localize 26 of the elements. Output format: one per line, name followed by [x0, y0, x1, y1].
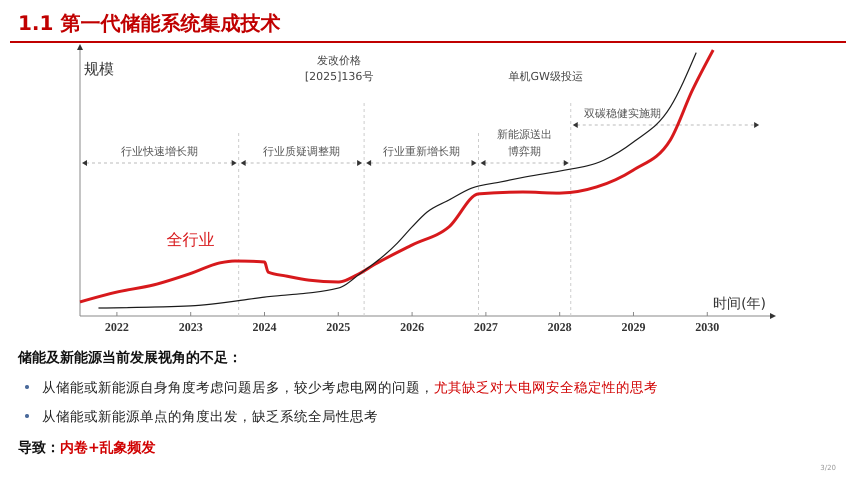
x-tick-label: 2026: [400, 320, 424, 334]
x-tick-label: 2030: [695, 320, 720, 334]
annotation: 行业快速增长期: [120, 145, 198, 158]
x-tick-label: 2022: [104, 320, 129, 334]
y-axis-title: 规模: [84, 60, 114, 78]
annotation: 新能源送出博弈期: [497, 128, 552, 158]
x-tick-label: 2029: [621, 320, 646, 334]
text: 内卷+乱象频发: [60, 440, 156, 456]
text: 从储能或新能源自身角度考虑问题居多，较少考虑电网的问题，: [42, 380, 434, 396]
annotation: 双碳稳健实施期: [584, 107, 662, 120]
series-label: 全行业: [166, 230, 215, 249]
text: 尤其缺乏对大电网安全稳定性的思考: [434, 380, 658, 396]
ref-line-label: 单机GW级投运: [508, 70, 583, 83]
x-tick-label: 2024: [252, 320, 276, 334]
ref-line-label: 发改价格 [2025]136号: [304, 54, 374, 83]
text: 从储能或新能源单点的角度出发，缺乏系统全局性思考: [42, 409, 378, 425]
text: 导致：: [18, 440, 60, 456]
x-axis-title: 时间(年): [713, 296, 766, 312]
annotation: 行业重新增长期: [382, 145, 460, 158]
x-tick-label: 2023: [178, 320, 203, 334]
text: 储能及新能源当前发展视角的不足：: [17, 349, 242, 366]
x-tick-label: 2028: [548, 320, 572, 334]
x-tick-label: 2025: [326, 320, 350, 334]
x-tick-label: 2027: [474, 320, 498, 334]
chart-title: 1.1 第一代储能系统集成技术: [18, 11, 280, 35]
annotation: 行业质疑调整期: [262, 145, 340, 158]
